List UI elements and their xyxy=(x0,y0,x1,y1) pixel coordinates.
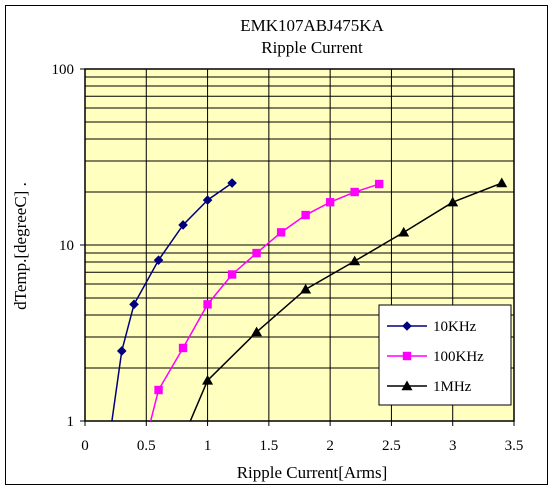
y-tick-label: 100 xyxy=(52,62,75,78)
legend: 10KHz 100KHz 1MHz xyxy=(378,304,512,406)
y-axis-ticks: 1 10 100 xyxy=(52,62,85,430)
data-point-10KHz xyxy=(116,346,127,356)
series-10KHz xyxy=(111,178,237,421)
data-point-10KHz xyxy=(202,195,213,205)
legend-box xyxy=(378,304,512,406)
data-point-1MHz xyxy=(300,283,312,294)
data-point-10KHz xyxy=(178,220,188,230)
series-100KHz xyxy=(149,179,384,421)
x-tick-label: 1 xyxy=(204,438,212,454)
data-point-100KHz xyxy=(252,248,261,258)
legend-marker-10KHz xyxy=(402,321,412,331)
data-point-1MHz xyxy=(251,326,263,337)
x-tick-label: 2.5 xyxy=(382,438,401,454)
series-line-1MHz xyxy=(189,182,503,421)
x-tick-label: 2 xyxy=(326,438,334,454)
data-point-1MHz xyxy=(447,196,459,207)
chart-title: EMK107ABJ475KA xyxy=(240,16,384,35)
x-tick-label: 0 xyxy=(81,438,89,454)
x-tick-label: 1.5 xyxy=(259,438,278,454)
y-axis-label: dTemp.[degreeC] . xyxy=(11,182,30,310)
series-layer xyxy=(111,177,508,421)
data-point-1MHz xyxy=(202,374,214,385)
data-point-100KHz xyxy=(227,270,237,279)
data-point-10KHz xyxy=(227,178,237,188)
series-1MHz xyxy=(189,177,508,421)
x-axis-label: Ripple Current[Arms] xyxy=(237,463,388,482)
x-tick-label: 0.5 xyxy=(137,438,156,454)
legend-label-100KHz: 100KHz xyxy=(433,349,484,365)
data-point-1MHz xyxy=(398,226,410,237)
legend-label-10KHz: 10KHz xyxy=(433,319,477,335)
x-tick-label: 3.5 xyxy=(505,438,524,454)
grid-lines xyxy=(85,69,514,421)
data-point-100KHz xyxy=(276,228,286,237)
data-point-100KHz xyxy=(350,187,359,197)
data-point-100KHz xyxy=(301,210,310,220)
data-point-1MHz xyxy=(349,255,361,266)
data-point-100KHz xyxy=(154,385,163,395)
data-point-100KHz xyxy=(325,198,335,207)
data-point-100KHz xyxy=(374,179,384,189)
y-tick-label: 10 xyxy=(59,238,74,254)
chart-subtitle: Ripple Current xyxy=(261,38,363,57)
x-tick-label: 3 xyxy=(449,438,457,454)
y-tick-label: 1 xyxy=(67,414,75,430)
data-point-10KHz xyxy=(129,299,139,310)
data-point-10KHz xyxy=(153,255,164,265)
data-point-1MHz xyxy=(496,177,508,188)
legend-label-1MHz: 1MHz xyxy=(433,379,472,395)
x-axis-ticks: 0 0.5 1 1.5 2 2.5 3 3.5 xyxy=(81,421,523,454)
legend-marker-1MHz xyxy=(401,380,413,391)
legend-marker-100KHz xyxy=(402,351,412,361)
data-point-100KHz xyxy=(178,343,188,353)
data-point-100KHz xyxy=(203,300,212,309)
